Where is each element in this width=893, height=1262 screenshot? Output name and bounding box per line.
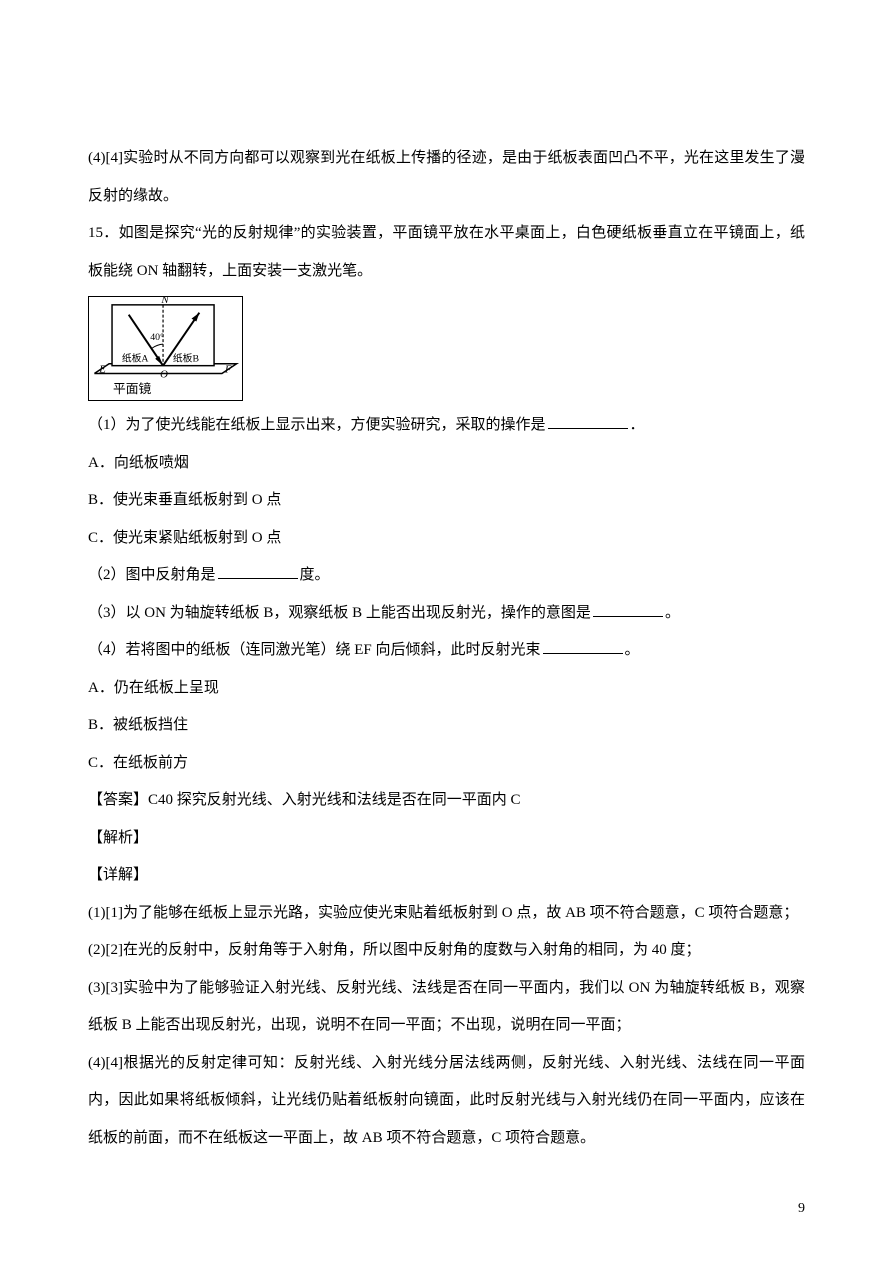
q15-sub2: （2）图中反射角是 度。 bbox=[88, 557, 805, 595]
q15-exp2: (2)[2]在光的反射中，反射角等于入射角，所以图中反射角的度数与入射角的相同，… bbox=[88, 932, 805, 970]
blank-3 bbox=[593, 600, 663, 617]
q15-answer: 【答案】C40 探究反射光线、入射光线和法线是否在同一平面内 C bbox=[88, 782, 805, 820]
q15-exp1: (1)[1]为了能够在纸板上显示光路，实验应使光束贴着纸板射到 O 点，故 AB… bbox=[88, 895, 805, 933]
q15-sub1: （1）为了使光线能在纸板上显示出来，方便实验研究，采取的操作是 ． bbox=[88, 407, 805, 445]
q15-sub1-after: ． bbox=[630, 417, 645, 433]
label-angle: 40° bbox=[150, 332, 164, 343]
q15-sub2-after: 度。 bbox=[300, 567, 330, 583]
q15-sub4-optA: A．仍在纸板上呈现 bbox=[88, 670, 805, 708]
q15-sub2-before: （2）图中反射角是 bbox=[88, 567, 216, 583]
q15-sub1-optB: B．使光束垂直纸板射到 O 点 bbox=[88, 482, 805, 520]
q15-sub1-optA: A．向纸板喷烟 bbox=[88, 445, 805, 483]
q15-exp3: (3)[3]实验中为了能够验证入射光线、反射光线、法线是否在同一平面内，我们以 … bbox=[88, 970, 805, 1045]
label-boardB: 纸板B bbox=[173, 352, 200, 365]
page-number: 9 bbox=[798, 1191, 805, 1226]
label-E: E bbox=[98, 364, 106, 376]
q15-sub4-optC: C．在纸板前方 bbox=[88, 745, 805, 783]
q15-sub3-before: （3）以 ON 为轴旋转纸板 B，观察纸板 B 上能否出现反射光，操作的意图是 bbox=[88, 605, 591, 621]
label-F: F bbox=[224, 364, 232, 376]
q15-sub4-after: 。 bbox=[625, 642, 640, 658]
label-mirror: 平面镜 bbox=[113, 382, 151, 396]
q15-stem: 15．如图是探究“光的反射规律”的实验装置，平面镜平放在水平桌面上，白色硬纸板垂… bbox=[88, 215, 805, 290]
q15-jiexi: 【解析】 bbox=[88, 820, 805, 858]
q15-sub3: （3）以 ON 为轴旋转纸板 B，观察纸板 B 上能否出现反射光，操作的意图是 。 bbox=[88, 595, 805, 633]
label-O: O bbox=[160, 368, 168, 380]
q15-sub4-optB: B．被纸板挡住 bbox=[88, 707, 805, 745]
blank-4 bbox=[543, 638, 623, 655]
label-N: N bbox=[160, 297, 169, 306]
q15-exp4: (4)[4]根据光的反射定律可知：反射光线、入射光线分居法线两侧，反射光线、入射… bbox=[88, 1045, 805, 1158]
label-boardA: 纸板A bbox=[122, 352, 149, 365]
q15-xiangjie: 【详解】 bbox=[88, 857, 805, 895]
blank-2 bbox=[218, 563, 298, 580]
q15-sub1-before: （1）为了使光线能在纸板上显示出来，方便实验研究，采取的操作是 bbox=[88, 417, 546, 433]
q15-sub3-after: 。 bbox=[665, 605, 680, 621]
q15-sub4: （4）若将图中的纸板（连同激光笔）绕 EF 向后倾斜，此时反射光束 。 bbox=[88, 632, 805, 670]
prev-explanation-4: (4)[4]实验时从不同方向都可以观察到光在纸板上传播的径迹，是由于纸板表面凹凸… bbox=[88, 140, 805, 215]
blank-1 bbox=[548, 413, 628, 430]
q15-sub1-optC: C．使光束紧贴纸板射到 O 点 bbox=[88, 520, 805, 558]
answer-label: 【答案】 bbox=[88, 792, 148, 808]
q15-sub4-before: （4）若将图中的纸板（连同激光笔）绕 EF 向后倾斜，此时反射光束 bbox=[88, 642, 541, 658]
q15-diagram: N 40° 纸板A 纸板B E O F 平面镜 bbox=[88, 296, 243, 401]
answer-text: C40 探究反射光线、入射光线和法线是否在同一平面内 C bbox=[148, 792, 521, 808]
